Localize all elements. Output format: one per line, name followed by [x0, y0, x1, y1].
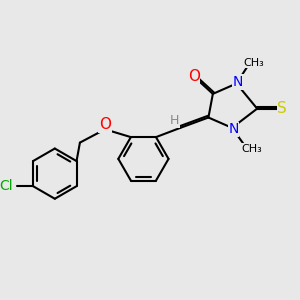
Text: O: O: [188, 69, 200, 84]
Text: CH₃: CH₃: [241, 143, 262, 154]
Text: N: N: [233, 75, 243, 89]
Text: S: S: [278, 101, 287, 116]
Text: H: H: [170, 114, 179, 127]
Text: O: O: [99, 117, 111, 132]
Text: CH₃: CH₃: [244, 58, 265, 68]
Text: N: N: [228, 122, 239, 136]
Text: Cl: Cl: [0, 179, 13, 193]
